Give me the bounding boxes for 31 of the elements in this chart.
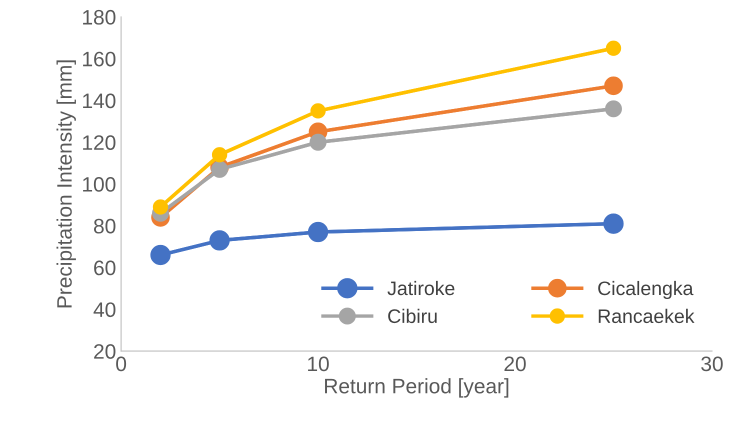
point bbox=[603, 214, 624, 234]
point bbox=[152, 199, 168, 215]
point bbox=[150, 244, 171, 266]
point bbox=[606, 40, 622, 56]
legend-label: Rancaekek bbox=[598, 308, 695, 324]
y-tick-label: 20 bbox=[94, 344, 116, 359]
y-tick-label: 80 bbox=[94, 218, 116, 234]
legend-label: Jatiroke bbox=[387, 280, 454, 296]
y-tick-label: 120 bbox=[83, 135, 116, 150]
point bbox=[308, 222, 328, 242]
y-tick-label: 40 bbox=[94, 302, 116, 318]
legend-label: Cibiru bbox=[388, 308, 437, 324]
y-tick-label: 180 bbox=[83, 10, 116, 25]
x-tick-label: 20 bbox=[504, 356, 526, 372]
y-tick-label: 60 bbox=[94, 260, 116, 276]
legend-label: Cicalengka bbox=[598, 280, 694, 300]
point bbox=[605, 100, 622, 118]
y-tick-label: 100 bbox=[83, 177, 116, 192]
x-tick-label: 30 bbox=[701, 356, 723, 372]
y-tick-label: 160 bbox=[83, 52, 116, 66]
point bbox=[310, 134, 327, 151]
x-tick-label: 10 bbox=[308, 356, 329, 372]
y-axis-title: Precipitation Intensity [mm] bbox=[56, 60, 76, 308]
point bbox=[604, 76, 623, 96]
point bbox=[212, 147, 228, 162]
x-tick-label: 0 bbox=[116, 356, 126, 372]
point bbox=[211, 160, 228, 178]
point bbox=[209, 230, 230, 251]
point bbox=[310, 103, 326, 119]
x-axis-title: Return Period [year] bbox=[325, 378, 508, 398]
y-tick-label: 140 bbox=[83, 93, 116, 108]
